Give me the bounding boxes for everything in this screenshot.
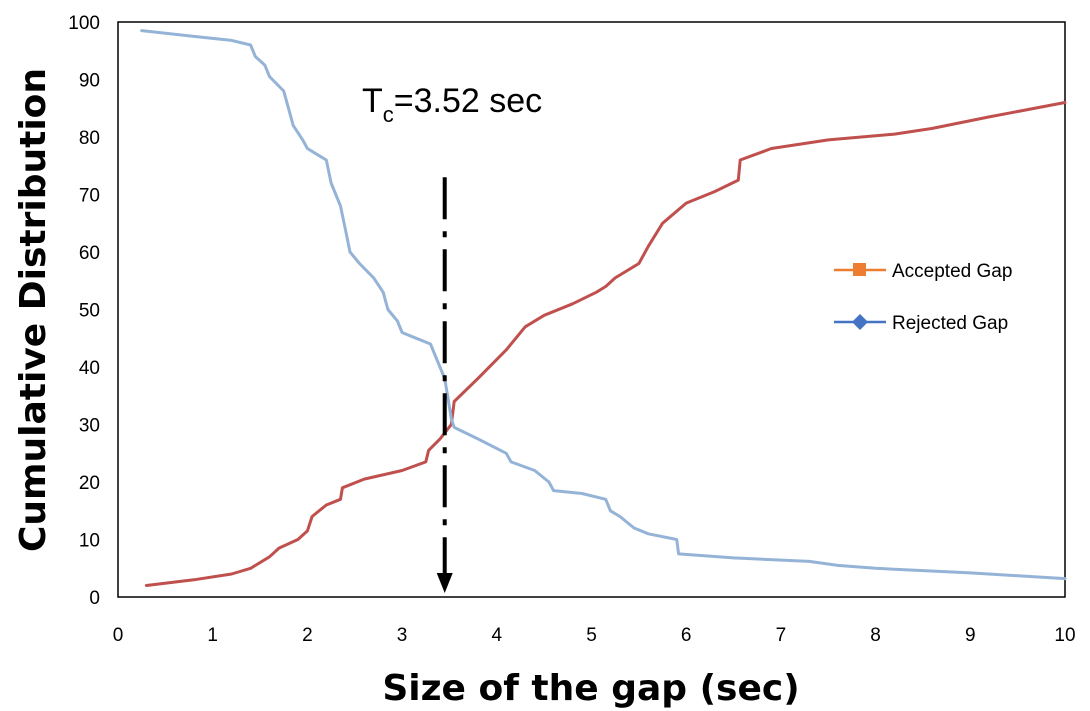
y-tick-label: 90 (79, 71, 100, 92)
series-layer (140, 29, 1067, 587)
y-tick-label: 10 (79, 531, 100, 552)
x-tick-label: 5 (586, 625, 597, 646)
legend-item-accepted-gap: Accepted Gap (834, 261, 1012, 282)
y-axis-title: Cumulative Distribution (13, 68, 54, 552)
legend-accepted-label: Accepted Gap (892, 261, 1012, 282)
legend-accepted-square-marker (853, 263, 866, 276)
x-tick-label: 0 (113, 625, 124, 646)
x-axis-ticks: 0 1 2 3 4 5 6 7 8 9 10 (113, 625, 1076, 646)
legend-rejected-diamond-marker (852, 314, 868, 330)
x-tick-label: 4 (492, 625, 503, 646)
accepted-gap-line (144, 101, 1067, 587)
x-axis-title: Size of the gap (sec) (382, 668, 799, 709)
legend-item-rejected-gap: Rejected Gap (834, 313, 1008, 334)
x-tick-label: 9 (965, 625, 976, 646)
x-tick-label: 3 (397, 625, 408, 646)
y-axis-ticks: 0 10 20 30 40 50 60 70 80 90 100 (68, 13, 100, 609)
y-tick-label: 70 (79, 186, 100, 207)
x-tick-label: 6 (681, 625, 692, 646)
arrow-down-icon (436, 573, 453, 593)
y-tick-label: 30 (79, 416, 100, 437)
x-tick-label: 8 (870, 625, 881, 646)
y-tick-label: 0 (89, 588, 100, 609)
critical-gap-annotation: Tc=3.52 sec (362, 82, 542, 593)
legend-rejected-label: Rejected Gap (892, 313, 1008, 334)
x-tick-label: 10 (1054, 625, 1075, 646)
y-tick-label: 40 (79, 358, 100, 379)
y-tick-label: 100 (68, 13, 100, 34)
y-tick-label: 50 (79, 301, 100, 322)
y-tick-label: 60 (79, 243, 100, 264)
x-tick-label: 7 (776, 625, 787, 646)
plot-area (117, 21, 1066, 598)
y-tick-label: 20 (79, 473, 100, 494)
legend: Accepted Gap Rejected Gap (834, 261, 1012, 334)
x-tick-label: 1 (207, 625, 218, 646)
rejected-gap-line (140, 29, 1067, 581)
y-tick-label: 80 (79, 128, 100, 149)
critical-gap-label: Tc=3.52 sec (362, 82, 542, 127)
x-tick-label: 2 (302, 625, 313, 646)
